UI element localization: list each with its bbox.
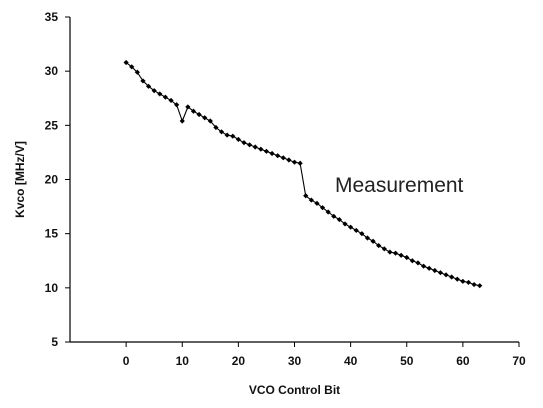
data-point: [291, 159, 298, 165]
data-point: [471, 281, 477, 288]
data-point: [151, 88, 157, 94]
data-point: [420, 263, 427, 269]
data-point: [404, 254, 410, 261]
data-point: [460, 278, 466, 284]
data-point: [415, 260, 421, 266]
data-point: [213, 124, 219, 131]
y-tick-label: 5: [51, 335, 58, 349]
data-point: [398, 252, 404, 258]
data-point: [252, 144, 258, 150]
data-point: [364, 235, 371, 241]
data-point: [348, 224, 354, 230]
data-point: [196, 111, 202, 118]
y-tick-label: 35: [45, 10, 59, 24]
data-point: [409, 258, 415, 264]
data-point: [432, 267, 438, 274]
data-point: [286, 157, 292, 163]
data-point: [241, 140, 247, 146]
data-point: [179, 118, 185, 124]
data-point: [162, 94, 169, 100]
data-point: [190, 108, 197, 114]
data-point: [134, 69, 140, 75]
data-point: [336, 216, 342, 223]
data-point: [325, 209, 331, 215]
data-point: [247, 142, 253, 148]
data-point: [314, 200, 320, 206]
data-point: [297, 160, 303, 166]
y-axis-ticks: 5 10 15 20 25 30 35: [45, 10, 70, 349]
x-tick-label: 40: [344, 354, 358, 368]
axes: [69, 17, 519, 343]
data-point: [202, 115, 208, 121]
data-point: [207, 118, 213, 124]
data-point: [454, 276, 460, 282]
data-point: [319, 205, 326, 211]
data-point: [387, 249, 393, 255]
y-tick-label: 25: [45, 118, 59, 132]
series-line: [125, 62, 480, 287]
x-tick-label: 0: [123, 354, 130, 368]
x-axis-ticks: 0 10 20 30 40 50 60 70: [123, 342, 526, 368]
data-point: [359, 231, 365, 237]
data-point: [477, 283, 483, 289]
data-point: [376, 242, 382, 249]
data-point: [218, 129, 225, 135]
data-point: [263, 148, 270, 154]
data-point: [443, 272, 449, 278]
x-tick-label: 10: [176, 354, 190, 368]
x-axis-title: VCO Control Bit: [249, 383, 340, 397]
data-point: [123, 59, 129, 66]
data-point: [449, 274, 455, 280]
data-point: [426, 265, 432, 271]
y-tick-label: 15: [45, 227, 59, 241]
data-point: [303, 193, 309, 199]
x-tick-label: 50: [400, 354, 414, 368]
data-point: [437, 270, 444, 276]
x-tick-label: 20: [232, 354, 246, 368]
data-point: [258, 146, 264, 152]
y-axis-title: Kvco [MHz/V]: [13, 141, 27, 218]
data-point: [129, 64, 135, 70]
data-point: [280, 155, 286, 161]
x-tick-label: 60: [456, 354, 470, 368]
measurement-annotation: Measurement: [335, 174, 464, 197]
data-point: [381, 246, 387, 252]
data-point: [185, 104, 191, 110]
data-point: [353, 227, 359, 234]
series-group: [123, 59, 483, 289]
data-point: [465, 279, 472, 286]
y-tick-label: 10: [45, 281, 59, 295]
data-point: [168, 97, 174, 104]
data-point: [140, 78, 146, 84]
data-point: [342, 221, 348, 227]
y-tick-label: 30: [45, 64, 59, 78]
data-point: [269, 150, 275, 157]
y-tick-label: 20: [45, 173, 59, 187]
x-tick-label: 70: [512, 354, 526, 368]
x-tick-label: 30: [288, 354, 302, 368]
data-point: [275, 153, 281, 159]
data-point: [392, 250, 399, 256]
data-point: [370, 238, 376, 244]
data-point: [308, 197, 314, 203]
data-point: [235, 136, 241, 143]
data-point: [224, 132, 230, 138]
data-point: [157, 91, 163, 97]
data-point: [145, 83, 152, 89]
data-point: [174, 102, 180, 108]
data-point: [331, 213, 337, 219]
data-point: [230, 133, 236, 139]
